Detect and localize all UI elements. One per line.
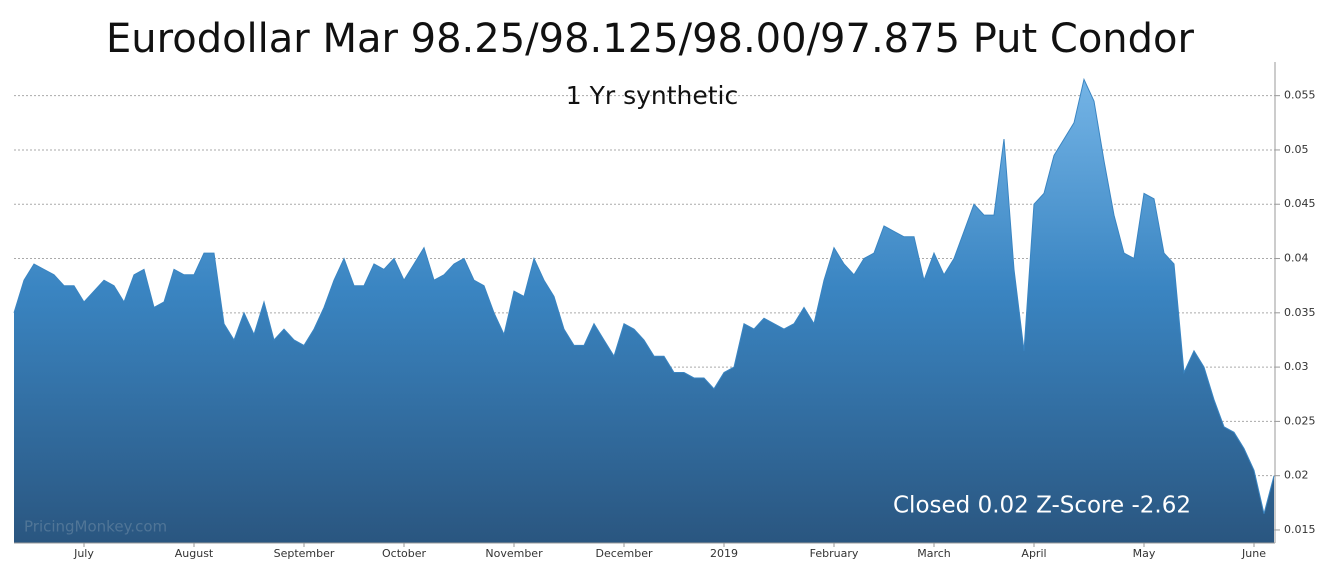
x-tick-label: October xyxy=(382,547,426,560)
y-tick-label: 0.045 xyxy=(1284,197,1316,210)
plot-area xyxy=(13,77,1275,544)
x-tick-label: December xyxy=(595,547,653,560)
x-tick-label: May xyxy=(1133,547,1156,560)
x-tick-label: 2019 xyxy=(710,547,738,560)
area-line xyxy=(13,77,1275,514)
x-tick-label: September xyxy=(274,547,335,560)
y-tick-label: 0.055 xyxy=(1284,89,1316,102)
y-tick-label: 0.04 xyxy=(1284,252,1309,265)
x-tick-label: August xyxy=(175,547,214,560)
annotation: Closed 0.02 Z-Score -2.62 xyxy=(893,493,1191,519)
y-tick-label: 0.035 xyxy=(1284,306,1316,319)
area xyxy=(14,79,1274,544)
x-tick-label: July xyxy=(73,547,94,560)
y-tick-label: 0.015 xyxy=(1284,523,1316,536)
x-tick-label: April xyxy=(1021,547,1046,560)
x-tick-label: February xyxy=(810,547,859,560)
x-tick-label: March xyxy=(917,547,951,560)
y-tick-label: 0.025 xyxy=(1284,414,1316,427)
chart-subtitle: 1 Yr synthetic xyxy=(566,81,739,110)
y-tick-label: 0.05 xyxy=(1284,143,1309,156)
y-tick-label: 0.02 xyxy=(1284,469,1309,482)
chart-title: Eurodollar Mar 98.25/98.125/98.00/97.875… xyxy=(106,16,1194,62)
y-tick-label: 0.03 xyxy=(1284,360,1309,373)
watermark: PricingMonkey.com xyxy=(24,518,167,536)
x-tick-label: June xyxy=(1241,547,1266,560)
x-tick-label: November xyxy=(485,547,543,560)
